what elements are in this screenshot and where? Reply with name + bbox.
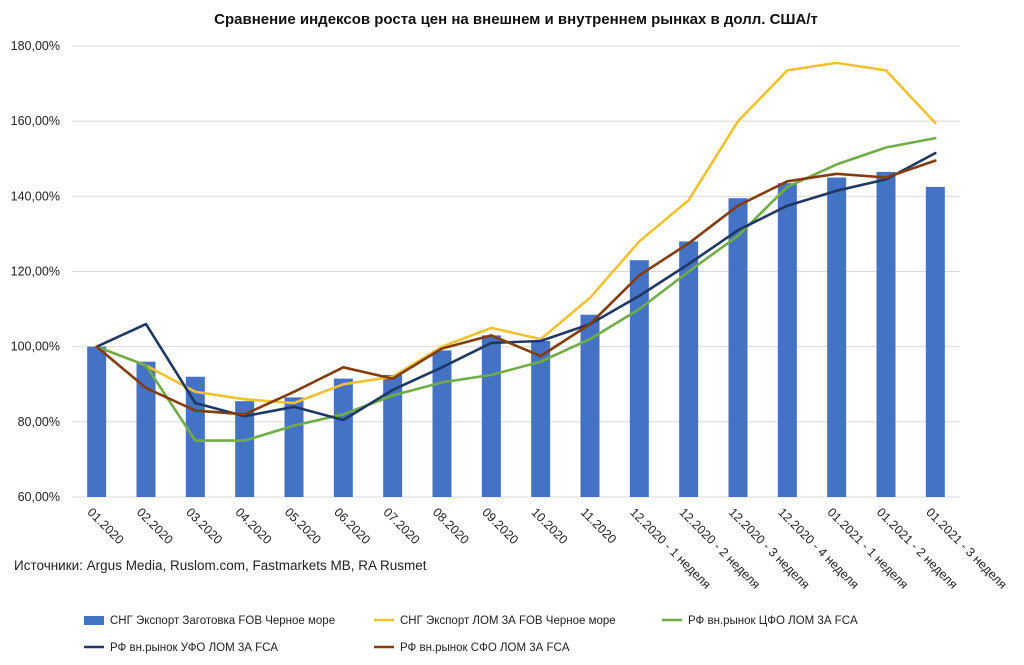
y-tick-label: 80,00%: [18, 415, 60, 429]
legend-label: РФ вн.рынок СФО ЛОМ 3А FCA: [400, 642, 570, 654]
bar: [777, 183, 797, 497]
y-tick-label: 100,00%: [11, 340, 60, 354]
legend: СНГ Экспорт Заготовка FOB Черное море СНГ…: [84, 615, 858, 654]
x-tick-label: 11.2020: [578, 505, 619, 546]
series-line: [95, 61, 937, 405]
x-tick-label: 07.2020: [381, 505, 423, 547]
y-axis: 60,00% 80,00% 100,00% 120,00% 140,00% 160,00%…: [11, 39, 60, 504]
x-tick-label: 08.2020: [430, 505, 472, 547]
y-tick-label: 120,00%: [11, 265, 60, 279]
y-tick-label: 160,00%: [11, 114, 60, 128]
y-tick-label: 60,00%: [18, 490, 60, 504]
bar-series: [87, 171, 945, 497]
bar: [629, 260, 649, 497]
x-tick-label: 09.2020: [479, 505, 521, 547]
legend-label: РФ вн.рынок УФО ЛОМ 3А FCA: [110, 642, 278, 654]
x-tick-label: 04.2020: [233, 505, 275, 547]
series-line: [95, 136, 937, 442]
series-line: [95, 159, 937, 416]
y-tick-label: 140,00%: [11, 189, 60, 203]
legend-label: СНГ Экспорт ЛОМ 3А FOB Черное море: [400, 615, 616, 627]
bar: [284, 397, 304, 497]
x-tick-label: 02.2020: [134, 505, 176, 547]
bar: [333, 378, 353, 497]
bar: [383, 374, 403, 497]
legend-label: РФ вн.рынок ЦФО ЛОМ 3А FCA: [688, 615, 858, 627]
bar: [87, 346, 107, 497]
bar: [827, 177, 847, 497]
bar: [432, 350, 452, 497]
bar: [580, 314, 600, 497]
x-tick-label: 05.2020: [282, 505, 324, 547]
bar: [531, 341, 551, 497]
bar: [876, 171, 896, 497]
x-tick-label: 03.2020: [183, 505, 225, 547]
legend-label: СНГ Экспорт Заготовка FOB Черное море: [110, 615, 335, 627]
x-tick-label: 01.2021 - 3 неделя: [923, 505, 1009, 591]
series-line: [95, 151, 937, 422]
bar: [925, 186, 945, 497]
chart-title: Сравнение индексов роста цен на внешнем …: [214, 11, 818, 28]
legend-swatch: [84, 616, 104, 625]
bar: [679, 241, 699, 497]
bar: [185, 376, 205, 497]
bar: [235, 401, 255, 497]
y-tick-label: 180,00%: [11, 39, 60, 53]
source-note: Источники: Argus Media, Ruslom.com, Fast…: [14, 558, 427, 573]
x-tick-label: 01.2020: [85, 505, 127, 547]
line-series: [95, 61, 937, 442]
x-axis: 01.2020 02.2020 03.2020 04.2020 05.2020 06.20…: [85, 505, 1010, 591]
bar: [136, 361, 156, 497]
gridlines: [72, 45, 960, 498]
bar: [481, 335, 501, 497]
x-tick-label: 06.2020: [331, 505, 373, 547]
x-tick-label: 10.2020: [529, 505, 571, 547]
bar: [728, 198, 748, 497]
